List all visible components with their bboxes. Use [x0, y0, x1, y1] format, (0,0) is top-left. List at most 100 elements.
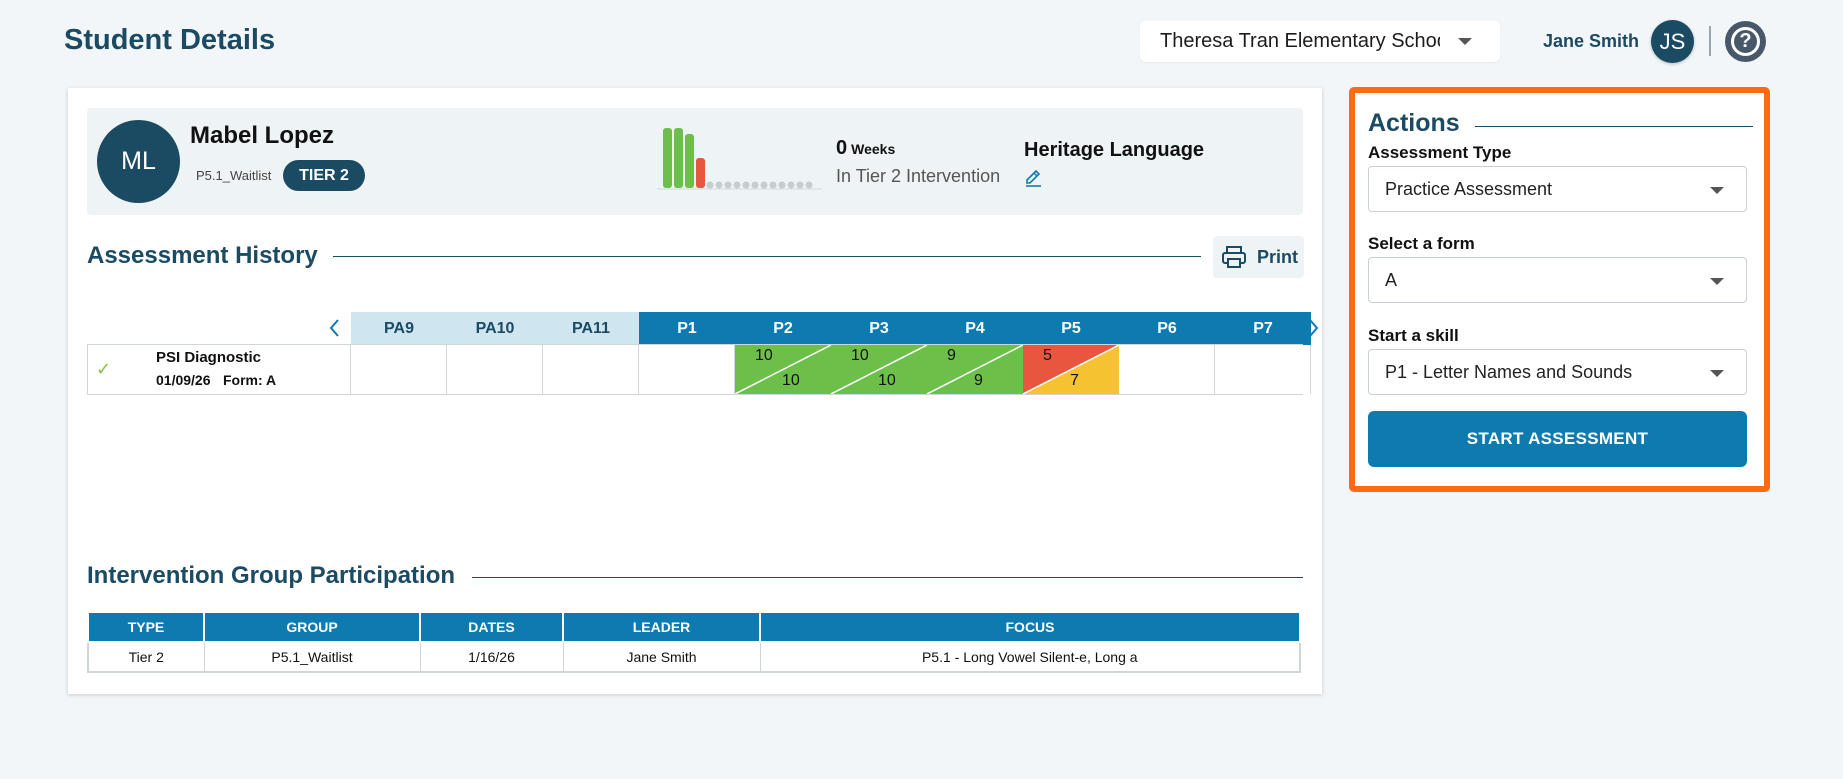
progress-empty-slot [715, 181, 723, 189]
weeks-count: 0 Weeks [836, 137, 895, 160]
actions-panel: Actions Assessment Type Practice Assessm… [1349, 87, 1770, 492]
score-top: 5 [1043, 347, 1052, 364]
school-select-value: Theresa Tran Elementary School [1160, 30, 1440, 52]
student-main-card: ML Mabel Lopez P5.1_Waitlist TIER 2 0 Wee… [68, 88, 1322, 694]
column-header-p1: P1 [639, 312, 735, 345]
heritage-language-label: Heritage Language [1024, 139, 1205, 161]
progress-empty-slot [805, 181, 813, 189]
edit-icon[interactable] [1024, 168, 1044, 188]
school-select[interactable]: Theresa Tran Elementary School [1140, 21, 1500, 62]
column-header-pa11: PA11 [543, 312, 639, 345]
score-top: 10 [755, 347, 773, 364]
table-cell-dates: 1/16/26 [419, 641, 564, 673]
score-divider [735, 345, 831, 394]
form-label: Select a form [1368, 234, 1475, 253]
user-avatar[interactable]: JS [1651, 20, 1694, 63]
assessment-name: PSI Diagnostic [156, 349, 262, 366]
intervention-table: TYPE GROUP DATES LEADER FOCUS Tier 2 P5.… [87, 611, 1301, 673]
column-header-p6: P6 [1119, 312, 1215, 345]
assessment-type-label: Assessment Type [1368, 143, 1512, 162]
assessment-type-value: Practice Assessment [1385, 178, 1553, 199]
student-summary-panel: ML Mabel Lopez P5.1_Waitlist TIER 2 0 Wee… [87, 108, 1303, 215]
student-name: Mabel Lopez [190, 122, 335, 149]
progress-bar [663, 128, 672, 188]
skill-value: P1 - Letter Names and Sounds [1385, 361, 1633, 382]
score-cell-p3[interactable]: 10 10 [831, 345, 927, 394]
table-cell-leader: Jane Smith [562, 641, 761, 673]
weeks-unit: Weeks [851, 141, 896, 157]
section-divider [1475, 126, 1753, 127]
score-split-graphic [927, 345, 1023, 394]
assessment-history-title: Assessment History [87, 242, 318, 269]
progress-empty-slot [724, 181, 732, 189]
progress-mini-chart [657, 128, 822, 190]
student-group: P5.1_Waitlist [196, 168, 272, 183]
assessment-type-select[interactable]: Practice Assessment [1368, 166, 1747, 212]
weeks-subtitle: In Tier 2 Intervention [836, 166, 1001, 186]
score-top: 10 [851, 347, 869, 364]
page-title: Student Details [64, 24, 276, 56]
assessment-form: Form: A [223, 372, 277, 388]
score-bottom: 7 [1070, 372, 1079, 389]
table-cell-group: P5.1_Waitlist [203, 641, 421, 673]
assessment-row-info: ✓ PSI Diagnostic 01/09/26 Form: A [87, 345, 351, 394]
empty-cell-pa10 [447, 345, 543, 394]
actions-title: Actions [1368, 109, 1460, 137]
weeks-value: 0 [836, 137, 848, 159]
column-header-p5: P5 [1023, 312, 1119, 345]
score-divider [831, 345, 927, 394]
assessment-row[interactable]: ✓ PSI Diagnostic 01/09/26 Form: A 10 10 10… [87, 344, 1311, 395]
progress-bar [696, 158, 705, 188]
tier-badge: TIER 2 [283, 160, 365, 191]
empty-cell-p6 [1119, 345, 1215, 394]
table-row[interactable]: Tier 2 P5.1_Waitlist 1/16/26 Jane Smith … [87, 641, 1301, 673]
score-divider [927, 345, 1023, 394]
chevron-down-icon [1710, 370, 1724, 377]
score-split-graphic [831, 345, 927, 394]
column-header-pa9: PA9 [351, 312, 447, 345]
column-header-p7: P7 [1215, 312, 1311, 345]
skill-label: Start a skill [1368, 326, 1459, 345]
section-divider [472, 577, 1303, 578]
check-icon: ✓ [96, 359, 112, 379]
assessment-date: 01/09/26 [156, 372, 211, 388]
start-assessment-button[interactable]: START ASSESSMENT [1368, 411, 1747, 467]
progress-empty-slot [733, 181, 741, 189]
empty-cell-pa11 [543, 345, 639, 394]
table-cell-type: Tier 2 [87, 641, 205, 673]
chevron-down-icon [1710, 278, 1724, 285]
chevron-left-icon[interactable] [326, 317, 344, 339]
column-header-leader: LEADER [562, 611, 761, 643]
progress-bar [674, 128, 683, 188]
progress-empty-slot [778, 181, 786, 189]
progress-empty-slot [769, 181, 777, 189]
score-cell-p2[interactable]: 10 10 [735, 345, 831, 394]
help-button[interactable]: ? [1725, 21, 1766, 62]
student-avatar: ML [97, 120, 180, 203]
progress-empty-slot [742, 181, 750, 189]
score-bottom: 10 [782, 372, 800, 389]
section-divider [333, 256, 1201, 257]
column-header-dates: DATES [419, 611, 564, 643]
progress-empty-slot [796, 181, 804, 189]
form-select[interactable]: A [1368, 257, 1747, 303]
print-button[interactable]: Print [1213, 236, 1304, 278]
score-bottom: 9 [974, 372, 983, 389]
column-header-p3: P3 [831, 312, 927, 345]
progress-empty-slot [706, 181, 714, 189]
column-header-pa10: PA10 [447, 312, 543, 345]
skill-select[interactable]: P1 - Letter Names and Sounds [1368, 349, 1747, 395]
score-divider [1023, 345, 1119, 394]
table-cell-focus: P5.1 - Long Vowel Silent-e, Long a [759, 641, 1301, 673]
score-split-graphic [735, 345, 831, 394]
chevron-down-icon [1458, 38, 1472, 45]
column-header-p4: P4 [927, 312, 1023, 345]
column-header-focus: FOCUS [759, 611, 1301, 643]
empty-cell-p7 [1215, 345, 1311, 394]
print-label: Print [1257, 246, 1299, 267]
chevron-right-icon[interactable] [1304, 317, 1322, 339]
empty-cell-pa9 [351, 345, 447, 394]
help-icon: ? [1731, 27, 1760, 56]
